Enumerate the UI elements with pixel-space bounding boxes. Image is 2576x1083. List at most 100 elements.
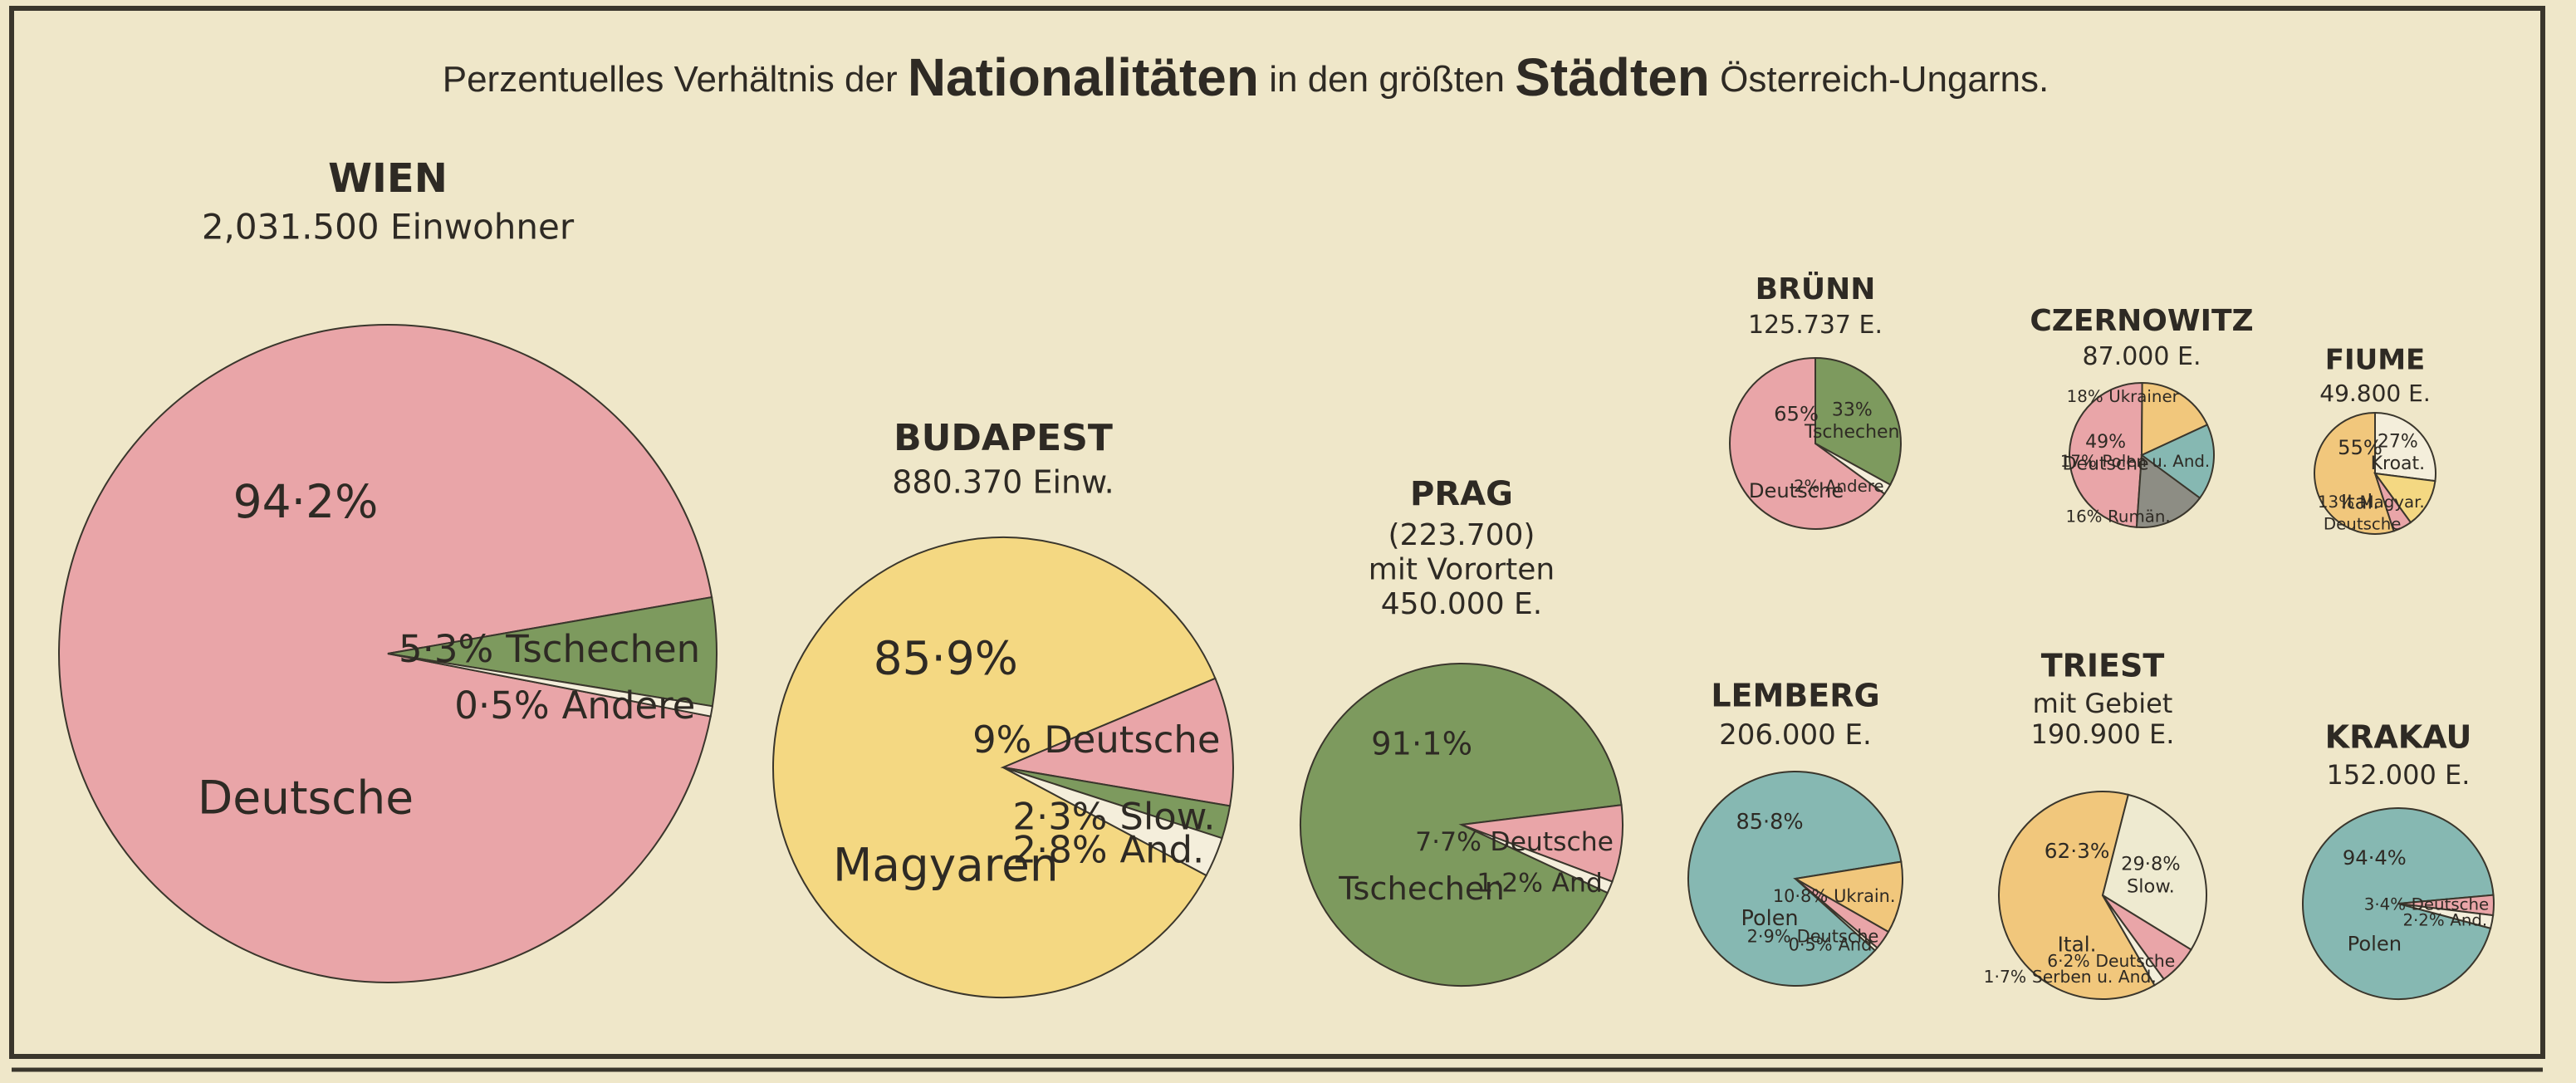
category-label: And. <box>2450 910 2487 929</box>
value-label: 94·2% <box>233 475 379 528</box>
value-label: 2·3% <box>1012 795 1107 839</box>
pie-slice <box>1814 443 1892 495</box>
pie-slice <box>2302 807 2495 1001</box>
value-label: 1·2% <box>1477 869 1543 899</box>
value-label: 55% <box>2338 436 2383 459</box>
value-label: 0·5% <box>454 684 549 728</box>
pie-subtitle: mit Gebiet <box>2033 688 2173 719</box>
value-label: 17% <box>2060 452 2097 471</box>
pie-slice <box>2068 382 2143 528</box>
category-label: Deutsche <box>2324 514 2402 533</box>
value-label: 0·5% <box>1789 935 1833 955</box>
pie-subtitle: 2,031.500 Einwohner <box>202 207 575 247</box>
category-label: Tschechen <box>505 627 700 671</box>
pie-subtitle: 190.900 E. <box>2031 718 2175 750</box>
category-label: Deutsche <box>2062 454 2148 475</box>
pie-subtitle: 450.000 E. <box>1381 587 1543 621</box>
title-part: Nationalitäten <box>908 47 1259 107</box>
category-label: Rumän. <box>2108 507 2171 527</box>
pie-subtitle: 152.000 E. <box>2327 759 2471 791</box>
value-label: 13% <box>2318 492 2354 512</box>
value-label: 6·2% <box>2047 951 2089 971</box>
pie-title: BUDAPEST <box>894 417 1113 459</box>
pie-title: LEMBERG <box>1711 678 1879 714</box>
category-label: Deutsche <box>1490 827 1614 857</box>
value-label: 10·8% <box>1773 886 1828 906</box>
category-label: Ital. <box>2341 491 2379 514</box>
value-label: 3·4% <box>2364 894 2406 914</box>
value-label: 85·9% <box>874 631 1018 684</box>
pie-slice <box>2373 472 2436 524</box>
value-label: 2·2% <box>2402 910 2444 929</box>
title-part: Österreich-Ungarns. <box>1720 59 2049 100</box>
pie-title: TRIEST <box>2041 648 2165 684</box>
category-label: Kroat. <box>2371 453 2426 474</box>
pie-title: CZERNOWITZ <box>2030 304 2253 338</box>
pie-subtitle: 87.000 E. <box>2083 342 2201 371</box>
category-label: And <box>1839 935 1873 955</box>
pie-slice <box>2374 473 2412 532</box>
pie-title: FIUME <box>2325 344 2426 377</box>
value-label: 2·8% <box>1013 828 1108 872</box>
pie-slice <box>2314 411 2395 535</box>
pie-subtitle: 49.800 E. <box>2319 380 2430 407</box>
pie-subtitle: mit Vororten <box>1369 553 1555 587</box>
pie-slice <box>2140 381 2209 457</box>
category-label: Deutsche <box>2095 951 2175 971</box>
value-label: 27% <box>2378 432 2418 453</box>
pie-slice <box>772 537 1217 998</box>
pie-slice <box>2140 424 2215 500</box>
pie-slice <box>2135 453 2201 528</box>
category-label: Magyar. <box>2360 492 2425 512</box>
category-label: Andere <box>1825 477 1884 496</box>
pie-slice <box>1729 356 1886 530</box>
pie-title: KRAKAU <box>2325 719 2472 756</box>
pie-slice <box>1000 677 1234 807</box>
value-label: 62·3% <box>2045 839 2110 863</box>
category-label: Ital. <box>2058 933 2097 957</box>
value-label: 33% <box>1832 400 1873 421</box>
pie-slice <box>2397 903 2495 929</box>
value-label: 49% <box>2085 432 2126 453</box>
pie-slice <box>1461 824 1614 894</box>
category-label: Polen u. And. <box>2102 452 2210 471</box>
category-label: Slow. <box>1119 795 1215 839</box>
category-label: Polen <box>2348 932 2402 955</box>
value-label: 2·9% <box>1747 926 1791 946</box>
value-label: 9% <box>972 718 1031 762</box>
value-label: 1·7% <box>1984 967 2026 987</box>
value-label: 94·4% <box>2343 846 2407 870</box>
title-part: Städten <box>1515 47 1710 107</box>
pie-subtitle: 206.000 E. <box>1719 718 1872 752</box>
category-label: Andere <box>562 684 696 728</box>
category-label: Slow. <box>2127 876 2175 898</box>
category-label: Deutsche <box>1749 479 1844 502</box>
pie-slice <box>1793 860 1903 934</box>
category-label: And <box>1552 869 1603 899</box>
category-label: Deutsche <box>1797 926 1879 946</box>
pie-title: PRAG <box>1410 475 1513 513</box>
title-part: in den größten <box>1269 59 1505 100</box>
value-label: 16% <box>2065 507 2102 527</box>
pie-slice <box>387 653 714 718</box>
pie-subtitle: 880.370 Einw. <box>892 464 1114 501</box>
category-label: Ukrainer <box>2108 387 2179 406</box>
category-label: Tschechen <box>1804 422 1899 443</box>
value-label: 85·8% <box>1736 810 1804 835</box>
value-label: 7·7% <box>1415 827 1481 857</box>
pie-subtitle: (223.700) <box>1388 518 1535 552</box>
pie-title: BRÜNN <box>1756 272 1876 306</box>
category-label: Tschechen <box>1338 870 1505 908</box>
main-title: Perzentuelles Verhältnis der Nationalitä… <box>443 47 2050 107</box>
pie-slice <box>2374 411 2436 483</box>
pie-slice <box>2102 894 2166 987</box>
value-label: 2% <box>1794 477 1819 496</box>
category-label: Deutsche <box>1044 718 1220 762</box>
category-label: And. <box>1119 828 1204 872</box>
category-label: Deutsche <box>198 771 414 824</box>
pie-title: WIEN <box>328 155 448 202</box>
pie-slice <box>58 324 713 983</box>
category-label: Magyaren <box>833 839 1059 892</box>
category-label: Deutsche <box>2412 894 2490 914</box>
